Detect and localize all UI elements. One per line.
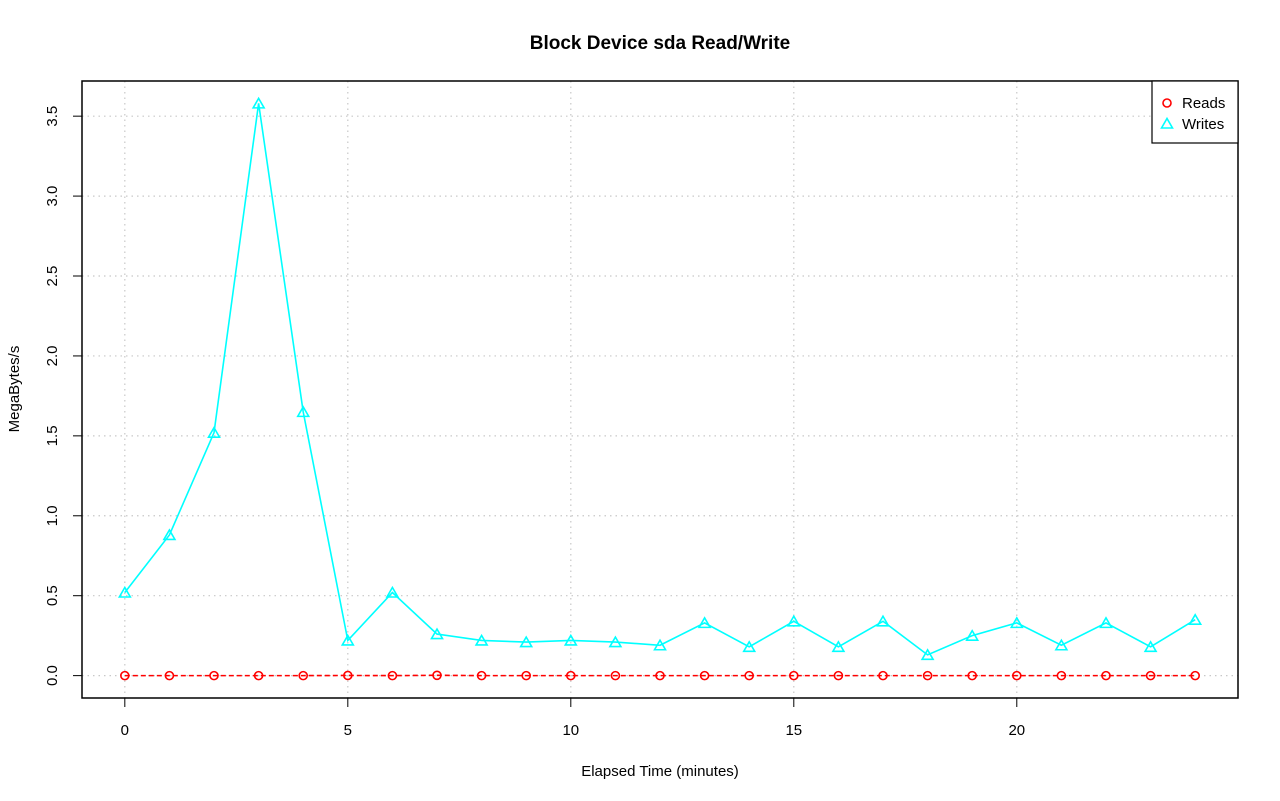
data-point-reads (1011, 670, 1022, 681)
data-point-writes (697, 616, 712, 629)
y-tick-label: 2.5 (44, 266, 61, 287)
data-point-writes (920, 648, 935, 661)
data-point-writes (117, 585, 132, 598)
data-point-writes (965, 629, 980, 641)
data-point-reads (120, 670, 130, 681)
data-point-writes (1099, 616, 1113, 629)
y-tick-label: 3.0 (44, 186, 61, 207)
data-point-writes (162, 528, 177, 541)
data-point-writes (340, 633, 355, 646)
y-tick-label: 2.0 (44, 346, 61, 367)
data-point-reads (476, 670, 487, 681)
y-tick-label: 0.0 (44, 665, 61, 686)
data-point-reads (521, 670, 532, 681)
data-point-reads (253, 670, 264, 681)
data-point-reads (164, 670, 175, 681)
data-point-reads (343, 670, 353, 681)
data-point-reads (209, 670, 219, 681)
data-point-reads (298, 670, 309, 681)
x-tick-label: 10 (562, 722, 579, 739)
y-axis-label: MegaBytes/s (6, 346, 23, 433)
legend-box (1151, 80, 1239, 144)
data-point-writes (786, 614, 801, 627)
legend-label-writes: Writes (1182, 116, 1224, 133)
y-tick-label: 3.5 (44, 106, 61, 127)
data-point-reads (967, 670, 977, 681)
data-point-writes (296, 405, 311, 418)
plot-frame (81, 80, 1239, 699)
data-point-reads (655, 670, 665, 681)
data-point-writes (653, 638, 667, 651)
chart-title: Block Device sda Read/Write (530, 33, 790, 54)
series-writes (117, 96, 1203, 661)
data-point-writes (831, 640, 846, 653)
data-point-reads (922, 670, 933, 681)
legend: Reads Writes (1151, 80, 1239, 144)
series-reads (120, 670, 1200, 681)
data-point-writes (474, 633, 489, 646)
data-point-writes (1143, 640, 1158, 653)
y-axis: 0.0 0.5 1.0 1.5 2.0 2.5 3.0 3.5 (44, 106, 83, 686)
data-point-writes (876, 614, 890, 627)
legend-marker-writes (1160, 116, 1174, 129)
data-point-reads (1056, 670, 1067, 681)
data-point-reads (699, 670, 710, 681)
data-point-reads (1101, 670, 1111, 681)
data-point-writes (608, 635, 623, 648)
y-tick-label: 0.5 (44, 585, 61, 606)
data-point-reads (878, 670, 888, 681)
data-point-reads (566, 670, 576, 681)
series-layer (117, 96, 1203, 681)
data-point-reads (432, 670, 442, 681)
legend-label-reads: Reads (1182, 95, 1225, 112)
data-point-writes (430, 627, 444, 640)
data-point-writes (385, 585, 400, 598)
x-tick-label: 0 (121, 722, 129, 739)
data-point-reads (744, 670, 754, 681)
data-point-writes (519, 635, 534, 648)
data-point-writes (1009, 616, 1024, 629)
data-point-reads (1145, 670, 1156, 681)
grid (82, 81, 1238, 698)
x-tick-label: 20 (1008, 722, 1025, 739)
x-tick-label: 5 (344, 722, 352, 739)
x-axis: 0 5 10 15 20 (121, 697, 1025, 739)
data-point-writes (563, 633, 578, 646)
y-tick-label: 1.5 (44, 425, 61, 446)
data-point-reads (833, 670, 844, 681)
x-axis-label: Elapsed Time (minutes) (581, 763, 739, 780)
data-point-reads (610, 670, 621, 681)
data-point-reads (387, 670, 398, 681)
data-point-reads (788, 670, 799, 681)
data-point-reads (1190, 670, 1200, 681)
y-tick-label: 1.0 (44, 505, 61, 526)
data-point-writes (1054, 638, 1069, 651)
series-line-writes (124, 103, 1196, 656)
x-tick-label: 15 (785, 722, 802, 739)
data-point-writes (1188, 613, 1203, 625)
data-point-writes (207, 426, 221, 438)
legend-marker-reads (1162, 98, 1172, 108)
data-point-writes (251, 96, 266, 109)
data-point-writes (742, 640, 757, 653)
